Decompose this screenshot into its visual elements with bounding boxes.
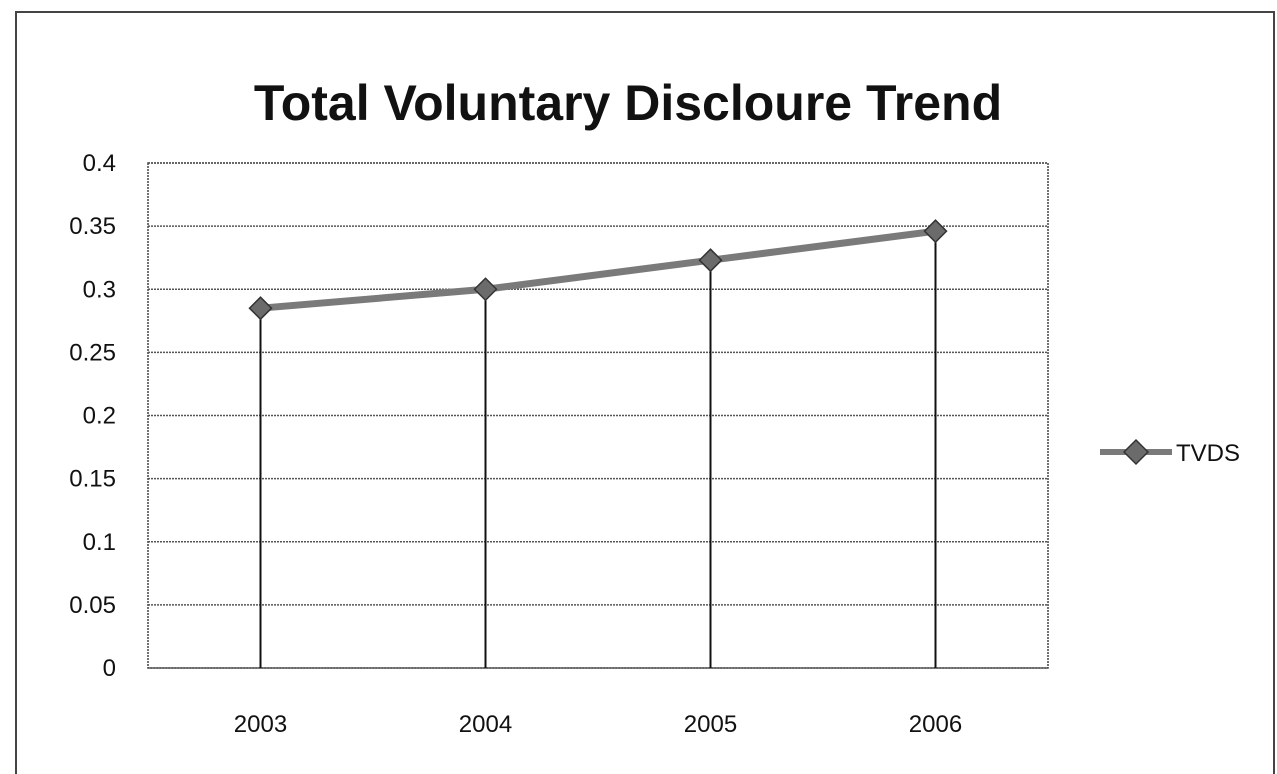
y-tick-label: 0.35	[69, 213, 116, 240]
x-tick-label: 2003	[234, 711, 287, 738]
x-tick-label: 2006	[909, 711, 962, 738]
y-axis-ticks: 0 0.05 0.1 0.15 0.2 0.25 0.3 0.35 0.4	[69, 150, 116, 682]
y-tick-label: 0.4	[83, 150, 116, 177]
legend: TVDS	[1100, 438, 1240, 467]
legend-label-tvds: TVDS	[1176, 440, 1240, 467]
chart-border	[15, 11, 1275, 774]
chart-title: Total Voluntary Discloure Trend	[254, 75, 1002, 131]
x-axis-ticks: 2003 2004 2005 2006	[234, 711, 962, 738]
series-line-tvds	[260, 227, 936, 312]
y-tick-label: 0.1	[83, 529, 116, 556]
y-tick-label: 0.2	[83, 403, 116, 430]
series-tvds	[248, 219, 948, 321]
legend-diamond-marker	[1122, 438, 1150, 466]
drop-lines	[259, 231, 937, 668]
y-tick-label: 0	[103, 655, 116, 682]
data-point-marker	[473, 277, 498, 302]
gridlines	[148, 162, 1048, 669]
data-point-marker	[923, 219, 948, 244]
x-tick-label: 2004	[459, 711, 512, 738]
y-tick-label: 0.05	[69, 592, 116, 619]
data-point-marker	[248, 296, 273, 321]
data-point-marker	[698, 248, 723, 273]
y-tick-label: 0.3	[83, 276, 116, 303]
y-tick-label: 0.15	[69, 466, 116, 493]
y-tick-label: 0.25	[69, 339, 116, 366]
x-tick-label: 2005	[684, 711, 737, 738]
